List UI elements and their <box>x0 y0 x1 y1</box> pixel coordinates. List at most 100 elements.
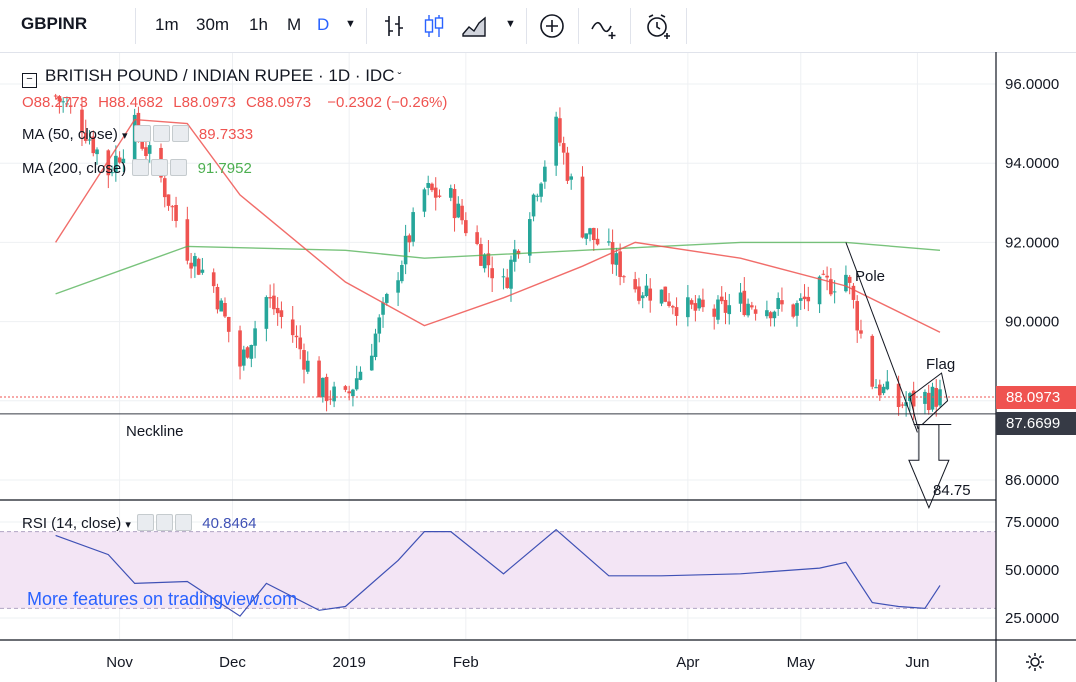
ma50-label[interactable]: MA (50, close) <box>22 126 118 143</box>
price-tick-label: 96.0000 <box>1005 76 1059 93</box>
candle-body <box>433 187 438 198</box>
gear-icon[interactable] <box>152 125 170 142</box>
high-value: H88.4682 <box>98 94 164 111</box>
candle-body <box>460 205 464 221</box>
candle-body <box>911 390 916 407</box>
candle-body <box>588 228 592 235</box>
time-axis-ticks: Nov Dec 2019 Feb Apr May Jun <box>106 654 929 671</box>
toolbar-divider <box>526 8 527 44</box>
candle-body <box>407 235 412 243</box>
pole-line <box>845 242 918 433</box>
interval-month-button[interactable]: M <box>287 15 302 34</box>
candle-body <box>317 360 321 398</box>
candle-body <box>162 178 167 198</box>
candle-body <box>328 398 333 400</box>
candle-body <box>381 302 385 315</box>
candle-body <box>422 189 427 212</box>
candle-body <box>324 376 329 402</box>
chevron-down-icon[interactable]: ˇ <box>397 70 402 84</box>
close-icon[interactable] <box>170 159 188 176</box>
candle-body <box>185 219 190 261</box>
candle-body <box>663 286 668 302</box>
time-tick-label: May <box>787 654 816 671</box>
candle-body <box>268 297 272 299</box>
candle-body <box>802 296 807 300</box>
chevron-down-icon[interactable]: ▼ <box>505 18 516 30</box>
compare-add-icon[interactable] <box>538 12 566 40</box>
gear-icon[interactable] <box>151 159 169 176</box>
candle-body <box>290 319 295 336</box>
candle-body <box>569 176 573 180</box>
time-tick-label: Feb <box>453 654 479 671</box>
candle-body <box>870 335 875 387</box>
rsi-label[interactable]: RSI (14, close) <box>22 515 122 532</box>
ma200-label[interactable]: MA (200, close) <box>22 160 127 177</box>
tradingview-watermark[interactable]: More features on tradingview.com <box>27 589 298 609</box>
candle-body <box>614 253 619 265</box>
candle-body <box>689 300 694 305</box>
candle-body <box>272 295 276 310</box>
candle-body <box>829 279 833 295</box>
chevron-down-icon[interactable]: ▾ <box>125 519 131 531</box>
eye-icon[interactable] <box>132 159 150 176</box>
candle-body <box>57 96 62 102</box>
symbol-search-button[interactable]: GBPINR <box>21 14 88 33</box>
rsi-legend: RSI (14, close) ▾ 40.8464 <box>22 514 256 532</box>
collapse-icon[interactable]: − <box>22 73 37 88</box>
candle-body <box>87 139 92 141</box>
area-style-icon[interactable] <box>460 12 488 40</box>
toolbar-divider <box>686 8 687 44</box>
candle-body <box>844 274 848 292</box>
chevron-down-icon[interactable]: ▼ <box>345 18 356 30</box>
rsi-line <box>55 528 941 617</box>
interval-30m-button[interactable]: 30m <box>196 15 230 34</box>
interval-1h-button[interactable]: 1h <box>249 15 268 34</box>
candle-body <box>505 277 510 288</box>
candle-body <box>765 310 769 317</box>
candle-body <box>667 301 671 306</box>
ma50-value: 89.7333 <box>198 126 254 143</box>
candles-style-icon[interactable] <box>420 12 448 40</box>
candle-body <box>238 330 242 367</box>
time-tick-label: Jun <box>905 654 929 671</box>
candle-body <box>189 262 193 269</box>
candle-body <box>580 176 585 238</box>
neckline-price-tag: 87.6699 <box>996 412 1076 435</box>
price-axis-ticks: 96.000094.000092.000090.000088.000086.00… <box>1005 76 1059 627</box>
candle-body <box>716 299 720 320</box>
candle-body <box>482 254 487 269</box>
candle-body <box>719 296 724 302</box>
eye-icon[interactable] <box>133 125 151 142</box>
candle-body <box>68 105 73 107</box>
bar-chart-style-icon[interactable] <box>381 12 409 40</box>
interval-1m-button[interactable]: 1m <box>155 15 179 34</box>
close-icon[interactable] <box>171 125 189 142</box>
candle-body <box>554 116 558 166</box>
rsi-tick-label: 75.0000 <box>1005 514 1059 531</box>
candle-body <box>464 220 468 234</box>
candle-body <box>648 288 653 301</box>
indicators-icon[interactable] <box>590 12 618 40</box>
candle-body <box>591 227 596 241</box>
gear-icon[interactable] <box>1024 651 1046 673</box>
candle-body <box>832 291 837 293</box>
rsi-tick-label: 25.0000 <box>1005 610 1059 627</box>
alarm-clock-icon[interactable] <box>644 12 672 40</box>
interval-day-button[interactable]: D <box>317 15 330 34</box>
close-icon[interactable] <box>175 514 193 531</box>
candle-body <box>279 310 284 317</box>
gear-icon[interactable] <box>156 514 174 531</box>
eye-icon[interactable] <box>137 514 155 531</box>
candle-body <box>674 307 679 316</box>
toolbar-divider <box>135 8 136 44</box>
chart-title[interactable]: BRITISH POUND / INDIAN RUPEE · 1D · IDC <box>45 66 395 85</box>
chevron-down-icon[interactable]: ▾ <box>122 130 128 142</box>
pole-label: Pole <box>855 268 886 285</box>
candle-body <box>900 404 905 406</box>
ohlc-row: O88.2773 H88.4682 L88.0973 C88.0973 −0.2… <box>22 94 447 111</box>
candle-body <box>411 212 415 242</box>
candle-body <box>456 203 461 218</box>
candle-body <box>565 152 570 181</box>
main-legend: − BRITISH POUND / INDIAN RUPEE · 1D · IDC… <box>22 66 401 88</box>
candle-body <box>448 188 453 198</box>
